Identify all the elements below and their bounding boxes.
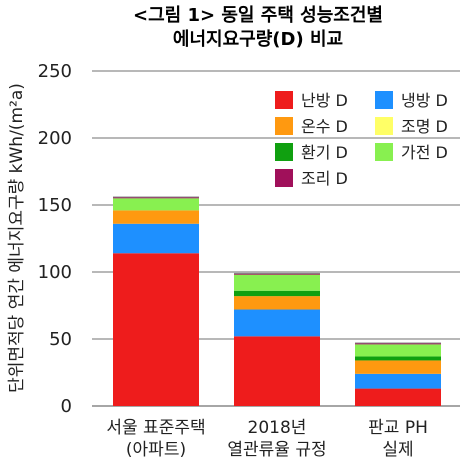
x-category-label: 2018년 [248, 418, 307, 438]
bars [113, 196, 441, 406]
bar-segment [355, 360, 441, 374]
y-axis-ticks: 0 50 100 150 200 250 [38, 61, 72, 417]
y-tick-label: 150 [38, 195, 72, 216]
legend-swatch [275, 169, 293, 187]
bar-segment [234, 274, 320, 291]
legend-label: 난방 D [301, 91, 348, 110]
bar-segment [113, 210, 199, 224]
legend-label: 온수 D [301, 117, 348, 136]
x-category-label: 열관류율 규정 [227, 440, 326, 460]
bar-segment [234, 309, 320, 337]
legend-label: 환기 D [301, 143, 348, 162]
bar-segment [113, 196, 199, 199]
bar-segment [355, 373, 441, 389]
chart-title-line-1: <그림 1> 동일 주택 성능조건별 [133, 5, 383, 26]
legend-swatch [375, 143, 393, 161]
y-tick-label: 50 [49, 329, 72, 350]
bar-segment [234, 290, 320, 297]
bar-segment [355, 343, 441, 345]
bar-segment [234, 296, 320, 310]
legend-label: 조리 D [301, 169, 348, 188]
bar-segment [355, 356, 441, 361]
x-category-label: 서울 표준주택 [106, 418, 205, 438]
chart-title-line-2: 에너지요구량(D) 비교 [173, 29, 343, 50]
legend-swatch [275, 91, 293, 109]
legend: 난방 D 냉방 D 온수 D 조명 D 환기 D 가전 D 조리 D [275, 91, 448, 188]
bar-segment [355, 388, 441, 406]
legend-swatch [375, 91, 393, 109]
bar-segment [113, 198, 199, 211]
x-category-label: 판교 PH [368, 418, 428, 438]
legend-label: 냉방 D [401, 91, 448, 110]
bar-segment [355, 344, 441, 357]
bar-segment [234, 273, 320, 275]
y-axis-label: 단위면적당 연간 에너지요구량 kWh/(m²a) [7, 83, 27, 393]
x-category-label: (아파트) [126, 440, 186, 460]
y-tick-label: 200 [38, 128, 72, 149]
y-tick-label: 250 [38, 61, 72, 82]
x-category-label: 실제 [382, 440, 413, 460]
bar-segment [113, 253, 199, 406]
legend-swatch [275, 143, 293, 161]
bar-segment [113, 223, 199, 254]
legend-label: 가전 D [401, 143, 448, 162]
legend-swatch [275, 117, 293, 135]
y-tick-label: 100 [38, 262, 72, 283]
y-tick-label: 0 [61, 396, 72, 417]
legend-label: 조명 D [401, 117, 448, 136]
legend-swatch [375, 117, 393, 135]
bar-segment [234, 336, 320, 406]
